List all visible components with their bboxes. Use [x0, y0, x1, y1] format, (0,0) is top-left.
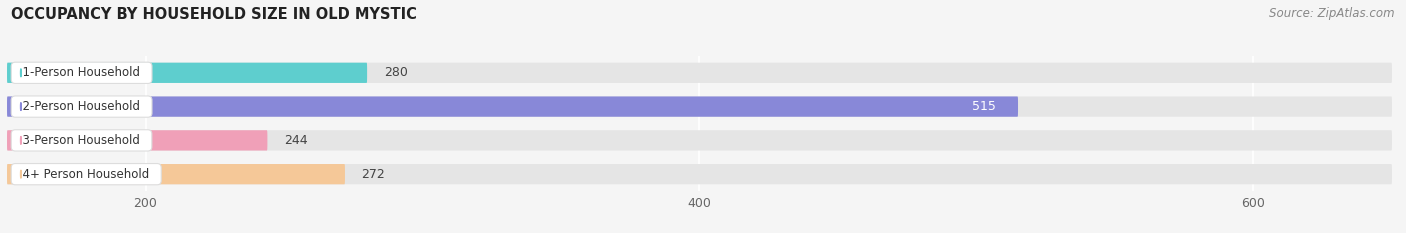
- Text: 4+ Person Household: 4+ Person Household: [15, 168, 157, 181]
- Text: 280: 280: [384, 66, 408, 79]
- FancyBboxPatch shape: [7, 164, 1392, 184]
- FancyBboxPatch shape: [7, 96, 1392, 117]
- Text: 244: 244: [284, 134, 308, 147]
- Text: 515: 515: [972, 100, 995, 113]
- FancyBboxPatch shape: [7, 96, 1018, 117]
- Text: Source: ZipAtlas.com: Source: ZipAtlas.com: [1270, 7, 1395, 20]
- FancyBboxPatch shape: [7, 164, 344, 184]
- Text: 3-Person Household: 3-Person Household: [15, 134, 148, 147]
- Text: 1-Person Household: 1-Person Household: [15, 66, 148, 79]
- FancyBboxPatch shape: [7, 63, 367, 83]
- Text: OCCUPANCY BY HOUSEHOLD SIZE IN OLD MYSTIC: OCCUPANCY BY HOUSEHOLD SIZE IN OLD MYSTI…: [11, 7, 418, 22]
- Text: 2-Person Household: 2-Person Household: [15, 100, 148, 113]
- Text: 272: 272: [361, 168, 385, 181]
- FancyBboxPatch shape: [7, 63, 1392, 83]
- FancyBboxPatch shape: [7, 130, 1392, 151]
- FancyBboxPatch shape: [7, 130, 267, 151]
